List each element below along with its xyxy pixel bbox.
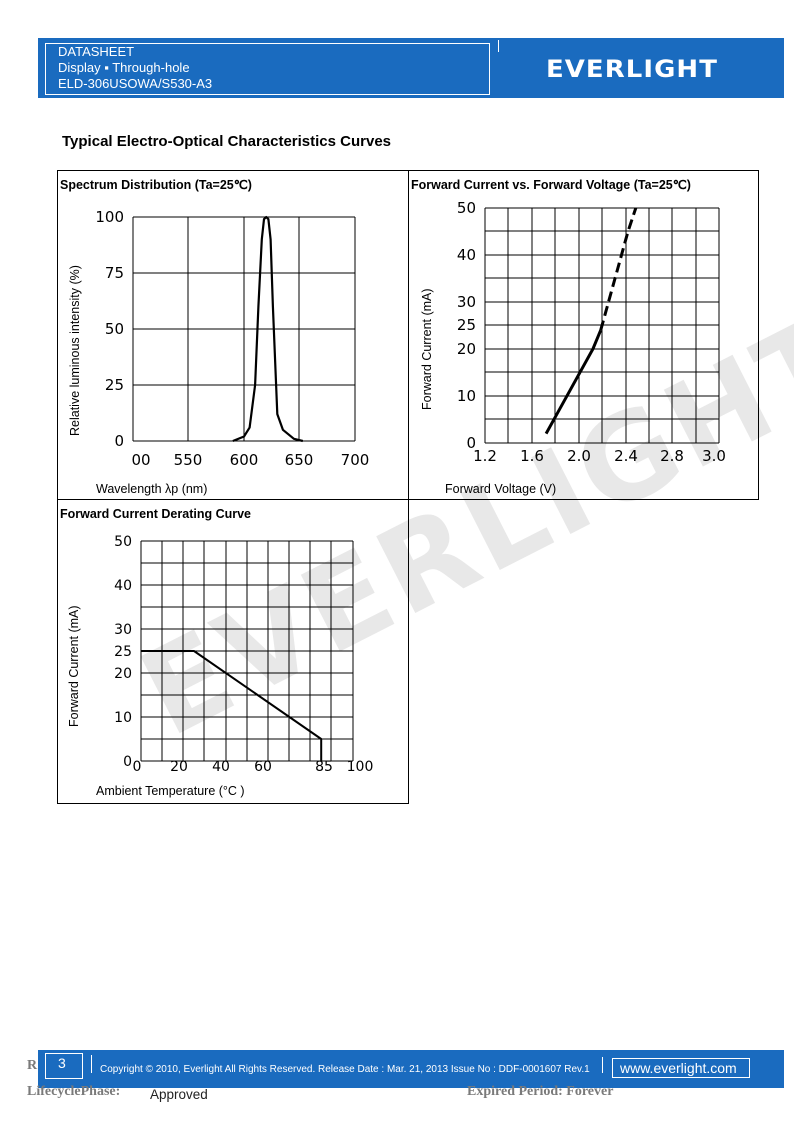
- iv-title: Forward Current vs. Forward Voltage (Ta=…: [411, 178, 691, 192]
- derating-x-tick-label: 0: [133, 759, 142, 775]
- iv-x-tick-label: 2.4: [614, 447, 638, 465]
- section-title: Typical Electro-Optical Characteristics …: [62, 133, 392, 150]
- iv-y-tick-label: 20: [457, 340, 476, 358]
- spectrum-y-tick-label: 100: [95, 208, 124, 226]
- spectrum-x-tick-label: 700: [341, 451, 370, 469]
- lifecycle-value: Approved: [150, 1087, 208, 1102]
- derating-x-tick-label: 100: [347, 759, 374, 775]
- derating-series-line: [141, 650, 323, 761]
- iv-x-tick-label: 3.0: [702, 447, 726, 465]
- derating-x-tick-label: 40: [212, 759, 230, 775]
- iv-x-tick-label: 2.0: [567, 447, 591, 465]
- iv-series-line: [599, 207, 638, 331]
- derating-y-tick-label: 40: [114, 578, 132, 594]
- derating-x-tick-label: 60: [254, 759, 272, 775]
- spectrum-y-tick-label: 0: [114, 432, 124, 450]
- spectrum-xlabel: Wavelength λp (nm): [96, 482, 208, 496]
- derating-xlabel: Ambient Temperature (°C ): [96, 784, 245, 798]
- iv-panel: [408, 170, 759, 500]
- part-number: ELD-306USOWA/S530-A3: [58, 76, 213, 91]
- everlight-logo: EVERLIGHT: [546, 55, 718, 83]
- spectrum-x-tick-label: 00: [131, 451, 150, 469]
- header-divider: [498, 40, 499, 52]
- page-number-box: [45, 1053, 83, 1079]
- iv-x-tick-label: 2.8: [660, 447, 684, 465]
- derating-y-tick-label: 25: [114, 644, 132, 660]
- header-title-box: [45, 43, 490, 95]
- footer-copyright: Copyright © 2010, Everlight All Rights R…: [100, 1064, 590, 1075]
- iv-y-tick-label: 10: [457, 387, 476, 405]
- footer-fragment: R: [27, 1058, 38, 1073]
- iv-xlabel: Forward Voltage (V): [445, 482, 557, 496]
- product-category: Display ▪ Through-hole: [58, 60, 190, 75]
- spectrum-series-line: [232, 215, 304, 443]
- iv-series-line: [544, 329, 603, 435]
- doc-type: DATASHEET: [58, 44, 135, 59]
- iv-y-tick-label: 25: [457, 316, 476, 334]
- spectrum-y-tick-label: 50: [105, 320, 124, 338]
- lifecycle-label: LifecyclePhase:: [27, 1084, 121, 1099]
- derating-title: Forward Current Derating Curve: [60, 507, 252, 521]
- spectrum-y-tick-label: 75: [105, 264, 124, 282]
- spectrum-x-tick-label: 550: [174, 451, 203, 469]
- page-number: 3: [58, 1055, 66, 1071]
- spectrum-title: Spectrum Distribution (Ta=25℃): [60, 178, 252, 192]
- spectrum-y-tick-label: 25: [105, 376, 124, 394]
- footer-bar: [38, 1050, 784, 1088]
- iv-y-tick-label: 40: [457, 246, 476, 264]
- spectrum-x-tick-label: 600: [230, 451, 259, 469]
- expired-period: Expired Period: Forever: [467, 1084, 614, 1099]
- iv-y-tick-label: 50: [457, 199, 476, 217]
- website-link[interactable]: www.everlight.com: [620, 1060, 737, 1076]
- derating-y-tick-label: 20: [114, 666, 132, 682]
- derating-y-tick-label: 50: [114, 534, 132, 550]
- derating-y-tick-label: 10: [114, 710, 132, 726]
- derating-x-tick-label: 85: [315, 759, 333, 775]
- iv-x-tick-label: 1.2: [473, 447, 497, 465]
- footer-divider-2: [602, 1057, 603, 1073]
- derating-x-tick-label: 20: [170, 759, 188, 775]
- iv-y-tick-label: 0: [466, 434, 476, 452]
- derating-y-tick-label: 0: [123, 754, 132, 770]
- derating-panel: [57, 499, 409, 804]
- header-bar: [38, 38, 784, 98]
- spectrum-x-tick-label: 650: [285, 451, 314, 469]
- iv-y-tick-label: 30: [457, 293, 476, 311]
- footer-divider: [91, 1055, 92, 1073]
- derating-y-tick-label: 30: [114, 622, 132, 638]
- iv-x-tick-label: 1.6: [520, 447, 544, 465]
- website-box: [612, 1058, 750, 1078]
